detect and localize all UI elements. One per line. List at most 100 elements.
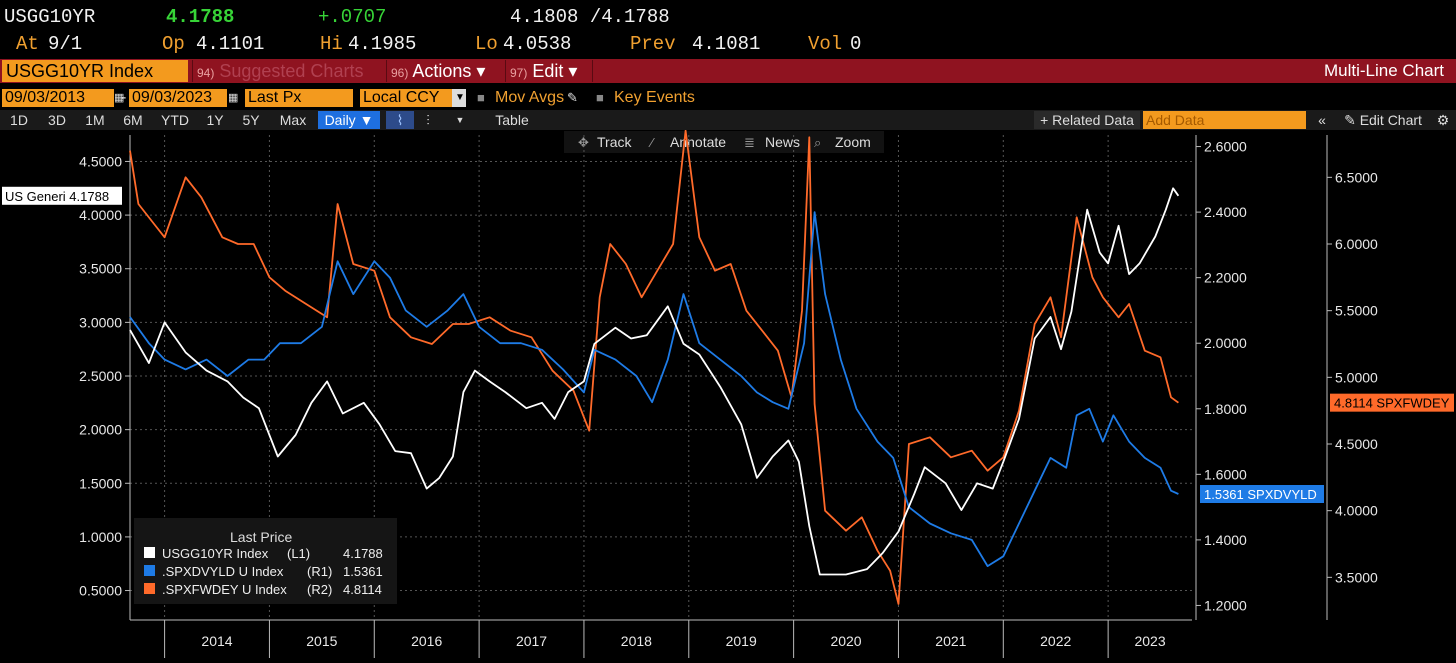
right2-axis-tick-label: 6.0000 — [1335, 236, 1378, 252]
start-date-field[interactable]: 09/03/2013 — [2, 89, 114, 107]
line-chart: ✥ Track ⁄ Annotate ≣ News ⌕ Zoom 0.5000 1… — [0, 129, 1456, 658]
suggested-charts-button[interactable]: 94) Suggested Charts — [192, 60, 382, 82]
period-ytd[interactable]: YTD — [161, 112, 189, 128]
x-axis-tick-label: 2023 — [1134, 633, 1165, 649]
toolbar: 1D 3D 1M 6M YTD 1Y 5Y Max Daily ▼ ⌇ ⫶ ▼ … — [0, 110, 1456, 130]
legend-title: Last Price — [230, 529, 292, 545]
tag-div-label: 1.5361 SPXDVYLD — [1204, 487, 1317, 502]
currency-dropdown-icon[interactable]: ▼ — [452, 89, 466, 107]
actions-label: Actions ▾ — [412, 61, 486, 81]
period-1d[interactable]: 1D — [10, 112, 28, 128]
chart-area: ✥ Track ⁄ Annotate ≣ News ⌕ Zoom 0.5000 1… — [0, 129, 1456, 658]
gear-icon[interactable]: ⚙ — [1436, 112, 1450, 128]
right2-axis-tick-label: 5.0000 — [1335, 369, 1378, 385]
pencil-icon[interactable]: ✎ — [567, 90, 578, 105]
frequency-selector[interactable]: Daily ▼ — [318, 111, 380, 129]
currency-selector[interactable]: Local CCY — [360, 89, 453, 107]
legend-swatch-fwd — [144, 583, 155, 594]
series-lines — [129, 129, 1180, 605]
mov-avgs-checkbox[interactable]: ■ — [477, 90, 485, 105]
period-3d[interactable]: 3D — [48, 112, 66, 128]
tag-10yr-bg — [2, 186, 122, 205]
edit-num: 97) — [510, 66, 528, 80]
zoom-icon[interactable]: ⌕ — [814, 135, 821, 150]
high-label: Hi — [320, 33, 343, 55]
series-line-fwd — [129, 129, 1179, 605]
suggested-charts-label: Suggested Charts — [219, 61, 364, 81]
edit-chart-button[interactable]: ✎ Edit Chart — [1336, 111, 1430, 129]
actions-button[interactable]: 96) Actions ▾ — [386, 60, 502, 82]
left-axis-tick-label: 4.0000 — [79, 207, 122, 223]
right2-axis-tick-label: 6.5000 — [1335, 169, 1378, 185]
related-data-button[interactable]: + Related Data — [1034, 111, 1140, 129]
legend-swatch-10yr — [144, 547, 155, 558]
crosshair-icon[interactable]: ✥ — [578, 135, 589, 150]
period-1m[interactable]: 1M — [85, 112, 105, 128]
right1-axis-tick-label: 1.6000 — [1204, 466, 1247, 482]
end-date-field[interactable]: 09/03/2023 — [129, 89, 227, 107]
line-chart-icon[interactable]: ⌇ — [386, 111, 414, 129]
tag-fwd-bg — [1330, 393, 1454, 412]
suggested-charts-num: 94) — [197, 66, 215, 80]
news-tool[interactable]: News — [765, 134, 800, 150]
open-label: Op — [162, 33, 185, 55]
legend-axis-10yr: (L1) — [287, 546, 310, 561]
period-max[interactable]: Max — [279, 112, 307, 128]
tag-div-bg — [1200, 485, 1324, 503]
at-value: 9/1 — [48, 33, 83, 55]
left-axis-tick-label: 3.0000 — [79, 314, 122, 330]
last-price: 4.1788 — [166, 6, 235, 28]
calendar-icon[interactable]: ▦ — [228, 92, 239, 104]
field-selector[interactable]: Last Px — [245, 89, 353, 107]
tag-fwd-label: 4.8114 SPXFWDEY — [1334, 396, 1450, 411]
x-axis-tick-label: 2019 — [726, 633, 757, 649]
period-6m[interactable]: 6M — [123, 112, 143, 128]
calendar-icon[interactable]: ▦ — [114, 92, 125, 104]
legend: Last Price USGG10YR Index (L1) 4.1788 .S… — [134, 518, 397, 604]
right1-axis-tick-label: 2.6000 — [1204, 139, 1247, 155]
left-axis-tick-label: 0.5000 — [79, 583, 122, 599]
axes: 0.5000 1.0000 1.5000 2.0000 2.5000 3.0000 3.50… — [79, 135, 1378, 658]
x-axis-tick-label: 2018 — [621, 633, 652, 649]
ticker: USGG10YR — [4, 6, 96, 28]
legend-value-fwd: 4.8114 — [343, 582, 382, 597]
zoom-tool[interactable]: Zoom — [835, 134, 871, 150]
key-events-checkbox[interactable]: ■ — [596, 90, 604, 105]
prev-value: 4.1081 — [692, 33, 761, 55]
left-axis-tick-label: 1.0000 — [79, 529, 122, 545]
legend-name-10yr: USGG10YR Index — [162, 546, 269, 561]
x-axis-tick-label: 2021 — [935, 633, 966, 649]
annotate-icon[interactable]: ⁄ — [648, 135, 655, 150]
security-field[interactable]: USGG10YR Index — [2, 60, 188, 82]
left-axis-tick-label: 3.5000 — [79, 261, 122, 277]
period-5y[interactable]: 5Y — [242, 112, 260, 128]
annotate-tool[interactable]: Annotate — [670, 134, 726, 150]
track-tool[interactable]: Track — [597, 134, 632, 150]
left-axis-tick-label: 2.0000 — [79, 422, 122, 438]
right1-axis-tick-label: 1.4000 — [1204, 532, 1247, 548]
collapse-icon[interactable]: « — [1318, 112, 1326, 128]
series-line-div — [129, 211, 1179, 567]
bar-chart-icon[interactable]: ⫶ — [426, 112, 430, 128]
table-button[interactable]: Table — [495, 112, 529, 128]
legend-name-fwd: .SPXFWDEY U Index — [162, 582, 287, 597]
edit-label: Edit ▾ — [532, 61, 578, 81]
mov-avgs-label[interactable]: Mov Avgs — [495, 89, 565, 106]
add-data-input[interactable]: Add Data — [1143, 111, 1306, 129]
edit-button[interactable]: 97) Edit ▾ — [505, 60, 593, 82]
low-label: Lo — [475, 33, 498, 55]
legend-axis-div: (R1) — [307, 564, 332, 579]
chart-tools-bar — [564, 131, 884, 153]
vol-value: 0 — [850, 33, 862, 55]
pencil-icon: ✎ — [1344, 112, 1360, 128]
right2-axis-tick-label: 3.5000 — [1335, 569, 1378, 585]
news-icon[interactable]: ≣ — [744, 135, 755, 150]
high-value: 4.1985 — [348, 33, 417, 55]
at-label: At — [16, 33, 39, 55]
chart-style-dropdown-icon[interactable]: ▼ — [455, 115, 465, 125]
legend-axis-fwd: (R2) — [307, 582, 332, 597]
key-events-label[interactable]: Key Events — [614, 89, 695, 106]
x-axis-tick-label: 2016 — [411, 633, 442, 649]
bid-ask: 4.1808 /4.1788 — [510, 6, 670, 28]
period-1y[interactable]: 1Y — [206, 112, 224, 128]
